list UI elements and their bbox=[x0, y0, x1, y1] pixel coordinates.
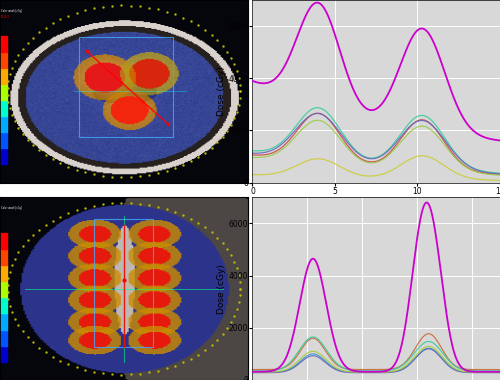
Bar bbox=[79, 36, 174, 137]
Bar bbox=[1, 249, 8, 265]
Bar bbox=[1, 329, 8, 346]
Bar bbox=[1, 148, 8, 165]
Y-axis label: Dose (cGy): Dose (cGy) bbox=[217, 66, 226, 116]
X-axis label: Distance (cm): Distance (cm) bbox=[344, 199, 408, 207]
Text: Dose (cGy): Dose (cGy) bbox=[258, 76, 262, 106]
Bar bbox=[1, 281, 8, 298]
Bar bbox=[1, 265, 8, 281]
Bar bbox=[94, 219, 154, 347]
Bar bbox=[1, 68, 8, 84]
Bar bbox=[1, 100, 8, 116]
Bar bbox=[1, 52, 8, 68]
Bar bbox=[1, 116, 8, 132]
Text: 7314.3: 7314.3 bbox=[1, 15, 10, 19]
Text: Dose (cGy): Dose (cGy) bbox=[258, 274, 262, 304]
Bar bbox=[1, 298, 8, 314]
Bar bbox=[1, 346, 8, 362]
Text: Color wash [cGy]: Color wash [cGy] bbox=[1, 9, 22, 13]
Text: Color wash [cGy]: Color wash [cGy] bbox=[1, 206, 22, 211]
Bar bbox=[1, 314, 8, 329]
Bar bbox=[1, 36, 8, 52]
Bar bbox=[1, 84, 8, 100]
Bar bbox=[1, 233, 8, 249]
Y-axis label: Dose (cGy): Dose (cGy) bbox=[217, 264, 226, 314]
Bar bbox=[1, 132, 8, 148]
